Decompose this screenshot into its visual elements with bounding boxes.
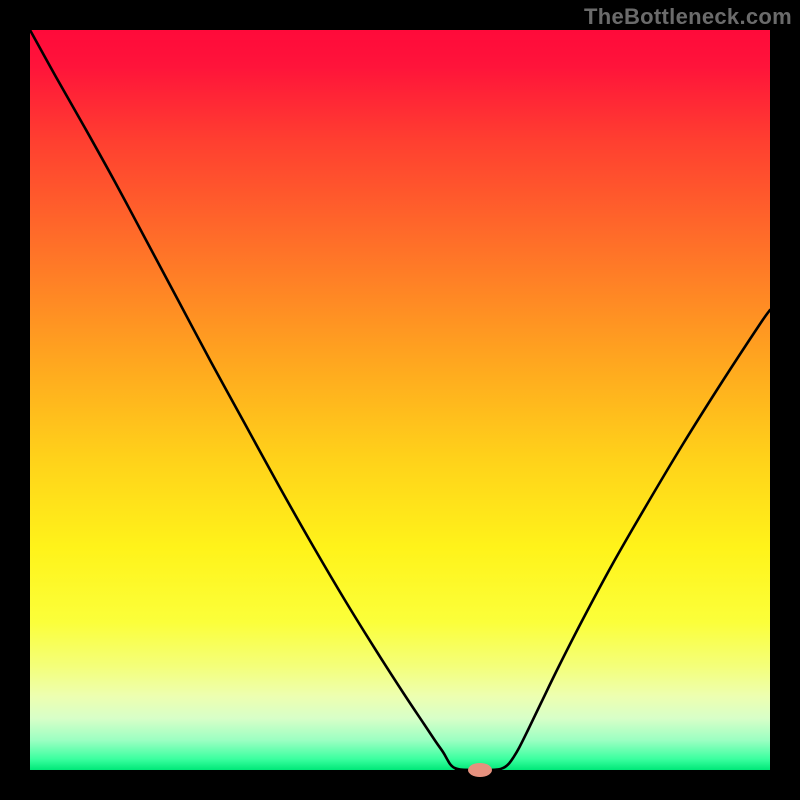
bottleneck-chart: TheBottleneck.com — [0, 0, 800, 800]
gradient-background — [30, 30, 770, 770]
optimal-marker — [468, 763, 492, 777]
watermark-text: TheBottleneck.com — [584, 4, 792, 30]
chart-svg — [0, 0, 800, 800]
